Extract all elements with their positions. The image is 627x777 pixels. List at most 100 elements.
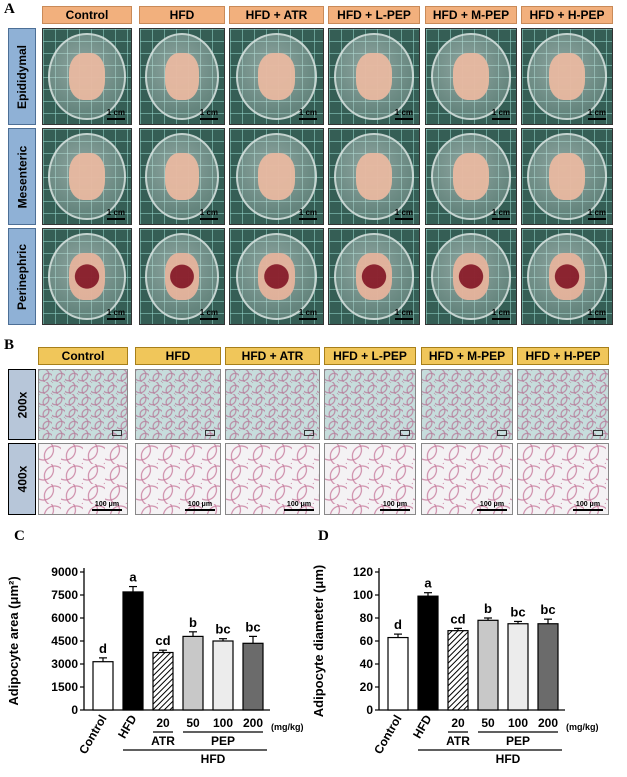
histology-scale-line [205, 430, 215, 436]
histology-scale-bar [497, 429, 507, 436]
x-category-label: Control [371, 713, 404, 757]
histology-scale-bar: 100 μm [380, 501, 410, 511]
histology-image [225, 369, 320, 440]
atr-group-label: ATR [446, 734, 470, 748]
tissue-sample [453, 52, 489, 101]
histology-scale-label: 100 μm [94, 501, 120, 508]
tissue-sample [453, 152, 489, 201]
fat-tissue-photo: 1 cm [42, 128, 132, 225]
dose-label: 100 [508, 716, 528, 730]
scale-bar: 1 cm [299, 108, 317, 120]
dose-label: 50 [186, 716, 200, 730]
scale-bar: 1 cm [395, 308, 413, 320]
group-header-a: HFD + L-PEP [328, 6, 420, 24]
y-axis-label: Adipocyte area (μm²) [6, 576, 21, 705]
tissue-sample [257, 252, 296, 301]
significance-letter: bc [540, 602, 555, 617]
tissue-row-label-text: Mesenteric [15, 145, 30, 208]
histology-scale-bar: 100 μm [477, 501, 507, 511]
scale-bar-line [106, 318, 125, 320]
y-axis-label: Adipocyte diameter (μm) [311, 565, 326, 717]
histology-scale-line [185, 509, 215, 511]
panel-letter-c: C [14, 528, 25, 544]
scale-bar-line [298, 118, 317, 120]
histology-image [135, 369, 221, 440]
scale-bar: 1 cm [200, 108, 218, 120]
significance-letter: bc [510, 604, 525, 619]
scale-bar-line [199, 118, 218, 120]
histology-image: 100 μm [135, 443, 221, 515]
significance-letter: bc [215, 622, 230, 637]
scale-bar: 1 cm [299, 308, 317, 320]
significance-letter: b [484, 601, 492, 616]
histology-scale-bar [400, 429, 410, 436]
tissue-sample [356, 252, 392, 301]
scale-bar: 1 cm [107, 108, 125, 120]
fat-tissue-photo: 1 cm [425, 228, 517, 325]
y-tick-label: 4500 [51, 634, 78, 648]
scale-bar-line [298, 218, 317, 220]
histology-image [517, 369, 609, 440]
tissue-sample [257, 52, 296, 101]
group-header-b: Control [38, 347, 128, 365]
scale-bar-label: 1 cm [106, 108, 125, 117]
scale-bar: 1 cm [107, 308, 125, 320]
histology-scale-line [477, 509, 507, 511]
histology-image: 100 μm [324, 443, 416, 515]
histology-scale-line [380, 509, 410, 511]
histology-image [38, 369, 128, 440]
dose-label: 100 [213, 716, 233, 730]
dose-label: 20 [156, 716, 170, 730]
scale-bar-line [298, 318, 317, 320]
y-tick-label: 120 [353, 565, 373, 579]
y-tick-label: 0 [71, 703, 78, 717]
scale-bar-line [106, 218, 125, 220]
scale-bar-label: 1 cm [298, 208, 317, 217]
tissue-sample [165, 152, 199, 201]
scale-bar-label: 1 cm [394, 108, 413, 117]
group-header-a: HFD + H-PEP [521, 6, 613, 24]
petri-dish [334, 32, 414, 121]
histology-scale-label: 100 μm [382, 501, 408, 508]
chart-adipocyte-area: Adipocyte area (μm²) 0 1500 3000 4500 6000 750… [6, 565, 304, 766]
fat-tissue-photo: 1 cm [229, 128, 324, 225]
fat-tissue-photo: 1 cm [139, 228, 225, 325]
scale-bar: 1 cm [200, 208, 218, 220]
group-header-a: Control [42, 6, 132, 24]
histology-scale-bar: 100 μm [284, 501, 314, 511]
histology-image: 100 μm [38, 443, 128, 515]
pep-group-label: PEP [506, 734, 530, 748]
scale-bar-line [491, 218, 510, 220]
pep-group-label: PEP [211, 734, 235, 748]
scale-bar: 1 cm [395, 208, 413, 220]
scale-bar-label: 1 cm [491, 308, 510, 317]
x-category-label: HFD [115, 712, 140, 741]
scale-bar: 1 cm [492, 208, 510, 220]
scale-bar-label: 1 cm [199, 108, 218, 117]
significance-letter: d [394, 617, 402, 632]
histology-scale-line [497, 430, 507, 436]
significance-letter: b [189, 615, 197, 630]
significance-letter: cd [155, 633, 170, 648]
group-header-b: HFD + ATR [225, 347, 320, 365]
y-tick-label: 0 [366, 703, 373, 717]
petri-dish [48, 132, 126, 221]
histology-scale-bar: 100 μm [185, 501, 215, 511]
group-header-b: HFD + H-PEP [517, 347, 609, 365]
scale-bar-label: 1 cm [199, 208, 218, 217]
bar [152, 651, 174, 711]
scale-bar: 1 cm [107, 208, 125, 220]
atr-group-label: ATR [151, 734, 175, 748]
histology-image [324, 369, 416, 440]
bar [417, 595, 439, 711]
petri-dish [527, 232, 607, 321]
bar [92, 661, 114, 711]
histology-scale-label: 100 μm [479, 501, 505, 508]
histology-scale-line [593, 430, 603, 436]
histology-image: 100 μm [225, 443, 320, 515]
histology-scale-bar [593, 429, 603, 436]
fat-tissue-photo: 1 cm [42, 28, 132, 125]
fat-tissue-photo: 1 cm [328, 228, 420, 325]
fat-tissue-photo: 1 cm [229, 28, 324, 125]
tissue-sample [165, 52, 199, 101]
